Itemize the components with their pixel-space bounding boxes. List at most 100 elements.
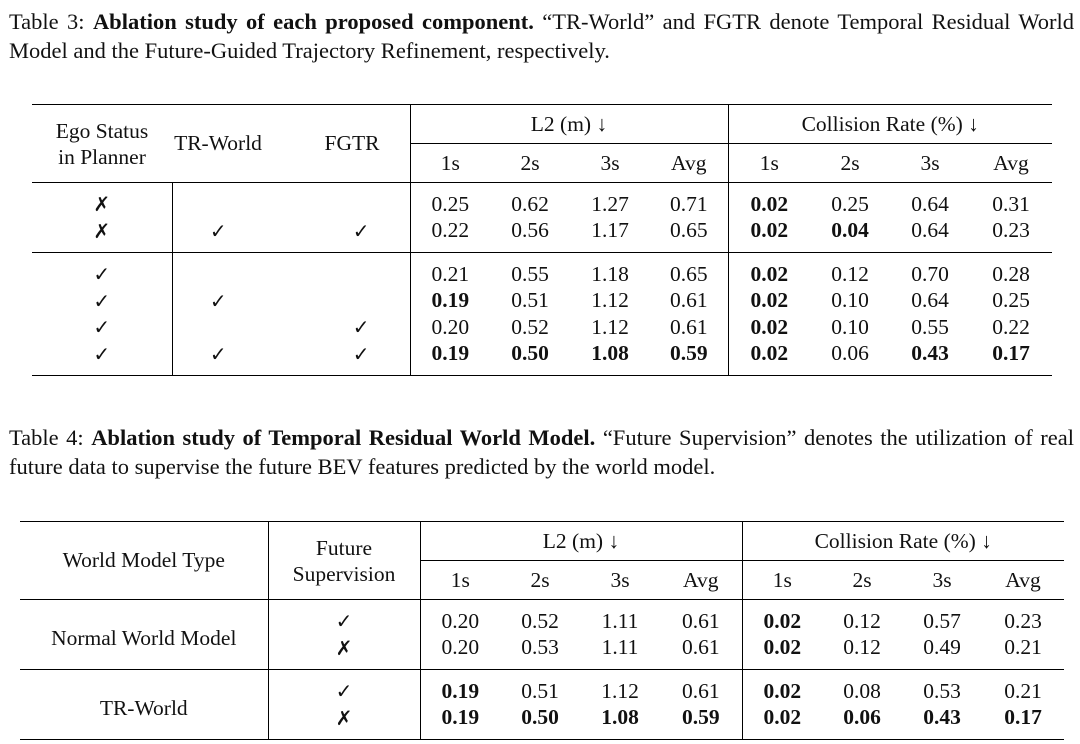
value-text: 0.28 xyxy=(992,261,1030,286)
value-cell: 0.61 xyxy=(650,288,728,315)
value-text: 0.10 xyxy=(831,314,869,339)
tr-world-mark: ✓ xyxy=(171,340,264,376)
value-text: 0.43 xyxy=(911,341,949,366)
table4-caption: Table 4: Ablation study of Temporal Resi… xyxy=(9,423,1074,481)
value-text: 0.50 xyxy=(521,705,559,730)
value-text: 0.02 xyxy=(763,705,802,730)
value-cell: 0.70 xyxy=(890,252,970,288)
value-text: 0.65 xyxy=(669,261,708,286)
table3-grid: Ego Status in Planner TR-World FGTR L2 (m… xyxy=(32,104,1052,376)
value-cell: 0.02 xyxy=(727,287,810,314)
value-cell: 0.25 xyxy=(810,183,890,218)
table-row: ✓ ✓ 0.19 0.51 1.12 0.61 0.02 0.10 0.64 0.25 xyxy=(32,287,1052,315)
value-text: 0.64 xyxy=(911,191,949,216)
value-text: 1.27 xyxy=(591,191,629,216)
value-cell: 0.06 xyxy=(822,705,902,740)
subheader-l2-3s: 3s xyxy=(600,150,620,175)
value-text: 0.59 xyxy=(681,705,720,730)
value-text: 0.59 xyxy=(669,341,708,366)
table4-description: “Future Supervision” denotes the utiliza… xyxy=(9,425,1075,479)
fgtr-mark xyxy=(264,183,410,218)
value-text: 0.20 xyxy=(441,608,480,633)
table-row: ✓ ✓ 0.20 0.52 1.12 0.61 0.02 0.10 0.55 0.22 xyxy=(32,314,1052,341)
value-cell: 0.02 xyxy=(727,217,810,253)
value-text: 0.19 xyxy=(431,341,470,366)
subheader-cr-2s: 2s xyxy=(840,150,860,175)
value-cell: 0.08 xyxy=(822,669,902,705)
value-text: 0.02 xyxy=(750,341,789,366)
value-text: 0.19 xyxy=(441,678,480,703)
value-text: 0.52 xyxy=(511,314,549,339)
subheader-l2-1s: 1s xyxy=(409,143,490,183)
value-text: 0.22 xyxy=(992,314,1030,339)
subheader-cr-1s: 1s xyxy=(741,560,822,600)
value-text: 1.12 xyxy=(601,678,639,703)
table3: Ego Status in Planner TR-World FGTR L2 (m… xyxy=(32,104,1052,376)
value-cell: 0.43 xyxy=(890,341,970,376)
table4-label: Table 4: xyxy=(9,425,84,450)
value-text: 1.08 xyxy=(601,705,639,730)
subheader-cr-2s: 2s xyxy=(852,567,872,592)
value-text: 0.02 xyxy=(750,261,789,286)
value-cell: 0.22 xyxy=(970,314,1052,341)
value-text: 0.51 xyxy=(511,288,549,313)
ego-status-mark: ✓ xyxy=(93,288,111,313)
value-cell: 1.12 xyxy=(570,314,650,341)
value-text: 0.21 xyxy=(1004,635,1042,660)
tr-world-mark xyxy=(171,252,264,288)
subheader-l2-1s: 1s xyxy=(419,560,500,600)
value-text: 0.50 xyxy=(511,341,549,366)
value-cell: 0.02 xyxy=(727,182,810,218)
value-cell: 1.27 xyxy=(570,183,650,218)
value-cell: 0.51 xyxy=(500,669,580,705)
value-text: 0.64 xyxy=(911,218,949,243)
value-cell: 0.19 xyxy=(419,669,500,705)
value-cell: 0.21 xyxy=(409,252,490,288)
header-collision: Collision Rate (%) ↓ xyxy=(741,521,1064,561)
value-text: 0.51 xyxy=(521,678,559,703)
value-cell: 0.52 xyxy=(490,314,570,341)
value-text: 0.65 xyxy=(669,218,708,243)
value-text: 0.62 xyxy=(511,191,549,216)
value-cell: 0.21 xyxy=(982,635,1064,670)
value-cell: 1.08 xyxy=(580,705,660,740)
value-text: 0.22 xyxy=(431,218,470,243)
value-text: 0.06 xyxy=(831,341,869,366)
value-cell: 0.02 xyxy=(727,314,810,341)
value-text: 0.55 xyxy=(511,261,549,286)
value-cell: 0.02 xyxy=(741,634,822,670)
value-cell: 0.61 xyxy=(650,314,728,341)
value-cell: 0.02 xyxy=(741,704,822,740)
tr-world-mark xyxy=(171,314,264,341)
world-model-type: TR-World xyxy=(20,669,268,740)
tr-world-mark xyxy=(171,182,264,218)
header-l2: L2 (m) ↓ xyxy=(419,521,742,561)
value-cell: 1.08 xyxy=(570,341,650,376)
value-cell: 1.11 xyxy=(580,635,660,670)
value-text: 0.56 xyxy=(511,218,549,243)
value-cell: 0.21 xyxy=(982,669,1064,705)
subheader-cr-3s: 3s xyxy=(932,567,952,592)
fgtr-mark: ✓ xyxy=(352,218,370,243)
table3-description: “TR-World” and FGTR denote Temporal Resi… xyxy=(9,9,1074,63)
value-cell: 0.17 xyxy=(970,341,1052,376)
value-cell: 0.20 xyxy=(419,634,500,670)
value-cell: 0.23 xyxy=(970,218,1052,253)
value-text: 0.43 xyxy=(923,705,961,730)
value-text: 0.02 xyxy=(763,635,802,660)
value-text: 1.12 xyxy=(591,314,629,339)
value-cell: 0.22 xyxy=(409,217,490,253)
value-cell: 0.61 xyxy=(660,669,742,705)
value-cell: 0.50 xyxy=(490,341,570,376)
value-text: 0.02 xyxy=(763,678,802,703)
value-text: 0.55 xyxy=(911,314,949,339)
value-cell: 1.12 xyxy=(580,669,660,705)
future-supervision-mark: ✗ xyxy=(267,634,420,670)
value-cell: 0.65 xyxy=(650,218,728,253)
value-cell: 0.02 xyxy=(727,252,810,288)
value-text: 0.61 xyxy=(669,314,708,339)
header-ego-status: Ego Status in Planner xyxy=(55,118,149,169)
value-text: 0.70 xyxy=(911,261,949,286)
value-cell: 0.65 xyxy=(650,252,728,288)
value-text: 1.18 xyxy=(591,261,629,286)
